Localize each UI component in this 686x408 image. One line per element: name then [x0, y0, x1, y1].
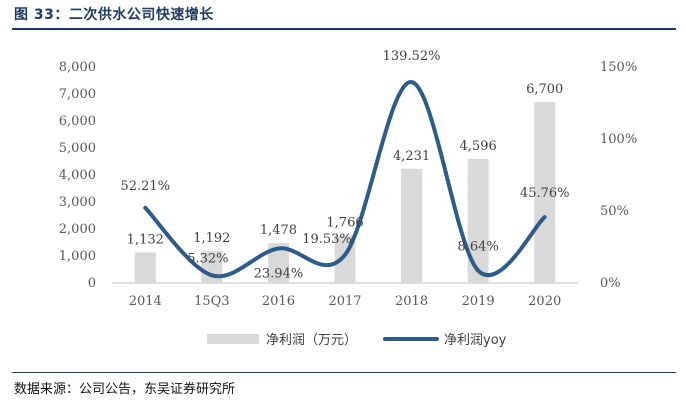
x-tick-label: 2014 [129, 294, 162, 309]
title-divider [12, 28, 676, 30]
bar-value-label: 4,231 [393, 149, 430, 164]
bar-value-label: 6,700 [526, 82, 563, 97]
bar [267, 243, 289, 283]
y-right-tick-label: 0% [600, 276, 621, 291]
y-left-tick-label: 5,000 [59, 141, 96, 156]
x-tick-label: 2020 [528, 294, 561, 309]
line-value-label: 139.52% [383, 49, 441, 64]
legend-line-label: 净利润yoy [444, 333, 507, 348]
bar-value-label: 1,132 [127, 232, 164, 247]
y-left-tick-label: 7,000 [59, 87, 96, 102]
source-divider [12, 372, 676, 373]
bar-value-label: 1,192 [193, 231, 230, 246]
bar-value-label: 1,478 [260, 223, 297, 238]
y-left-tick-label: 3,000 [59, 195, 96, 210]
legend-bar-label: 净利润（万元） [266, 333, 357, 348]
y-left-tick-label: 4,000 [59, 168, 96, 183]
y-right-tick-label: 100% [600, 132, 637, 147]
y-left-tick-label: 0 [88, 276, 96, 291]
line-value-label: 19.53% [302, 232, 352, 247]
x-tick-label: 2018 [395, 294, 428, 309]
bar [134, 252, 156, 283]
bar-value-label: 4,596 [460, 139, 497, 154]
y-left-tick-label: 6,000 [59, 114, 96, 129]
y-left-tick-label: 2,000 [59, 222, 96, 237]
line-value-label: 5.32% [187, 251, 228, 266]
legend-bar-swatch [207, 334, 259, 344]
source-note: 数据来源：公司公告，东吴证券研究所 [14, 382, 236, 397]
x-tick-label: 2019 [462, 294, 495, 309]
profit-chart: 0 1,000 2,000 3,000 4,000 5,000 6,000 7,000 8,00… [59, 49, 637, 348]
yoy-line [143, 80, 547, 279]
figure-title: 图 33：二次供水公司快速增长 [14, 7, 214, 23]
x-tick-label: 2017 [328, 294, 361, 309]
line-value-label: 8.64% [457, 240, 498, 255]
x-tick-label: 15Q3 [194, 294, 229, 309]
y-left-tick-label: 8,000 [59, 60, 96, 75]
x-tick-label: 2016 [262, 294, 295, 309]
line-value-label: 23.94% [254, 267, 304, 282]
y-left-tick-label: 1,000 [59, 249, 96, 264]
y-right-tick-label: 50% [600, 204, 629, 219]
bar-value-label: 1,766 [326, 215, 363, 230]
line-value-label: 52.21% [120, 179, 170, 194]
bar [467, 158, 489, 283]
y-right-tick-label: 150% [600, 60, 637, 75]
bar [534, 102, 556, 283]
line-value-label: 45.76% [520, 186, 570, 201]
bar [401, 168, 423, 283]
